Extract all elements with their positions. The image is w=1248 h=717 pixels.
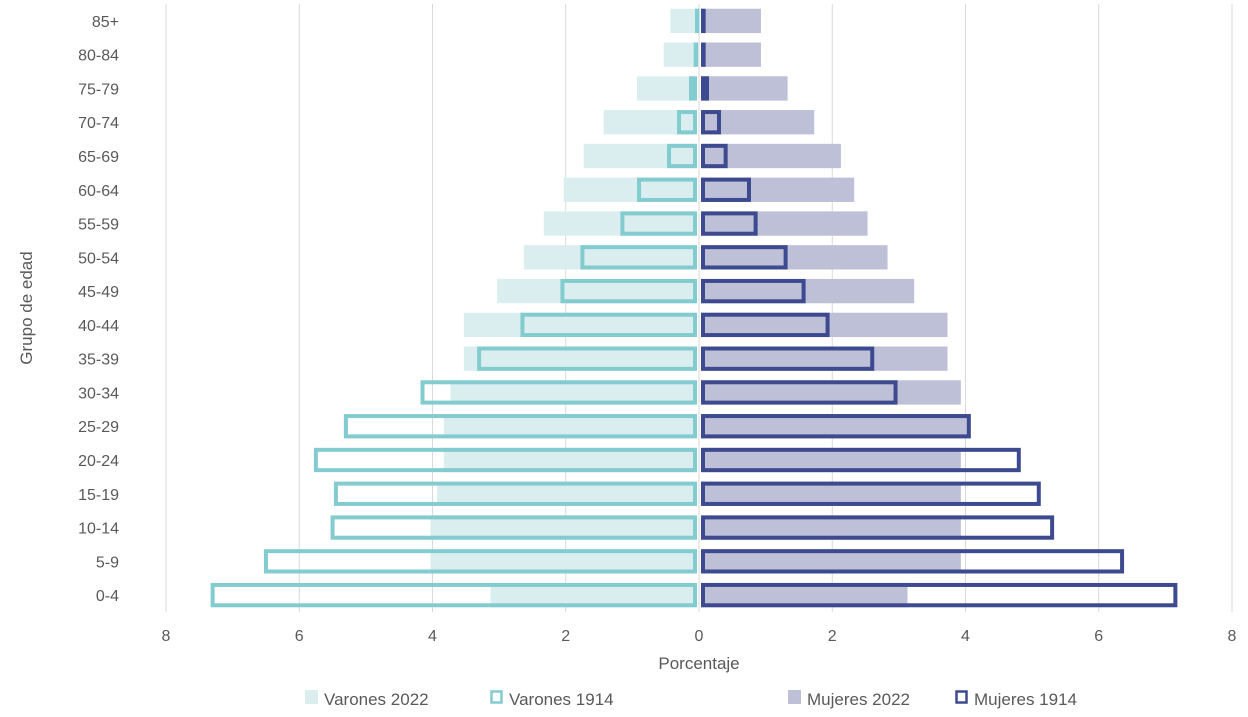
bar-mujeres-1914 [703, 45, 704, 65]
x-tick-label: 0 [695, 628, 704, 645]
legend-swatch [492, 692, 502, 703]
y-tick-label: 50-54 [78, 250, 119, 267]
y-tick-label: 70-74 [78, 115, 119, 132]
y-tick-label: 5-9 [96, 554, 119, 571]
x-tick-label: 6 [295, 628, 304, 645]
legend-swatch [305, 690, 318, 704]
x-tick-label: 4 [961, 628, 970, 645]
bar-varones-2022 [670, 9, 697, 33]
y-tick-label: 10-14 [78, 521, 119, 538]
y-tick-label: 40-44 [78, 318, 119, 335]
bar-varones-2022 [637, 76, 697, 100]
y-tick-label: 25-29 [78, 419, 119, 436]
x-tick-label: 8 [162, 628, 171, 645]
y-axis-title: Grupo de edad [17, 251, 36, 364]
legend-swatch [957, 692, 967, 703]
y-tick-label: 15-19 [78, 487, 119, 504]
y-tick-label: 60-64 [78, 183, 119, 200]
bar-varones-2022 [664, 43, 697, 67]
bar-mujeres-1914 [703, 78, 707, 98]
y-tick-labels: 0-4 5-9 10-14 15-19 20-24 25-29 30-34 35-39 40-4… [78, 14, 119, 605]
x-tick-label: 4 [428, 628, 437, 645]
legend: Varones 2022 Varones 1914 Mujeres 2022 Muje… [305, 690, 1077, 709]
bar-varones-1914 [697, 11, 698, 31]
bar-mujeres-2022 [701, 43, 761, 67]
y-tick-label: 80-84 [78, 48, 119, 65]
x-tick-label: 8 [1228, 628, 1237, 645]
y-tick-label: 35-39 [78, 352, 119, 369]
x-axis-title: Porcentaje [658, 654, 739, 673]
bar-varones-1914 [696, 45, 697, 65]
y-tick-label: 0-4 [96, 588, 119, 605]
y-tick-label: 45-49 [78, 284, 119, 301]
bar-varones-1914 [691, 78, 695, 98]
legend-label: Varones 1914 [509, 690, 614, 709]
bar-mujeres-2022 [701, 76, 788, 100]
y-tick-label: 55-59 [78, 217, 119, 234]
legend-label: Mujeres 2022 [807, 690, 910, 709]
bar-mujeres-2022 [701, 9, 761, 33]
x-tick-labels: 8 6 4 2 0 2 4 6 8 [162, 628, 1237, 645]
legend-swatch [788, 690, 801, 704]
legend-label: Mujeres 1914 [974, 690, 1077, 709]
legend-label: Varones 2022 [324, 690, 429, 709]
y-tick-label: 65-69 [78, 149, 119, 166]
gridlines [166, 4, 1232, 612]
bar-mujeres-1914 [703, 11, 704, 31]
x-tick-label: 6 [1094, 628, 1103, 645]
y-tick-label: 30-34 [78, 385, 119, 402]
y-tick-label: 75-79 [78, 81, 119, 98]
x-tick-label: 2 [828, 628, 837, 645]
y-tick-label: 20-24 [78, 453, 119, 470]
outline-bars [213, 11, 1176, 606]
y-tick-label: 85+ [92, 14, 119, 31]
x-tick-label: 2 [561, 628, 570, 645]
